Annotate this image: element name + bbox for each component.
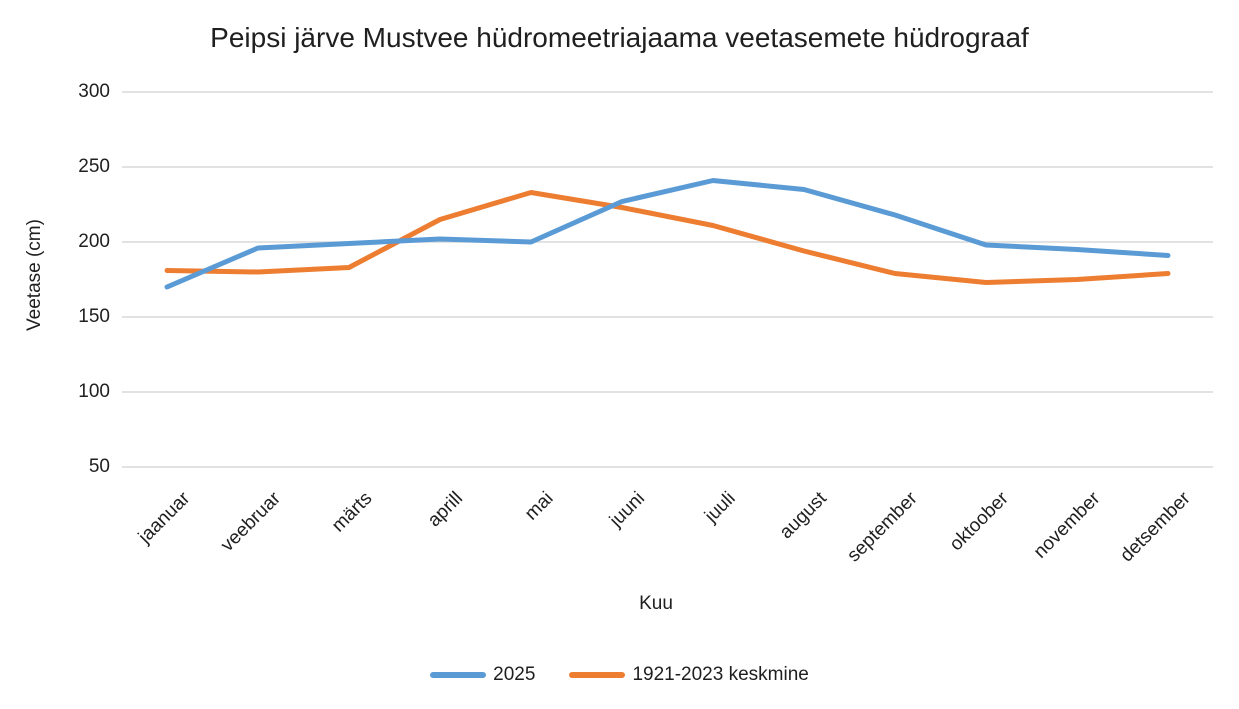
legend-item: 2025 bbox=[430, 664, 535, 686]
y-axis-title: Veetase (cm) bbox=[24, 219, 45, 331]
legend-line-swatch bbox=[430, 672, 487, 678]
legend-label: 1921-2023 keskmine bbox=[632, 664, 809, 685]
chart-title: Peipsi järve Mustvee hüdromeetriajaama v… bbox=[210, 22, 1029, 53]
legend-line-swatch bbox=[569, 672, 626, 678]
chart-legend: 2025 1921-2023 keskmine bbox=[0, 664, 1239, 686]
series-line-2025 bbox=[164, 178, 1171, 290]
series-line-1921-2023-keskmine bbox=[164, 190, 1171, 285]
y-tick-label: 300 bbox=[78, 81, 110, 102]
y-tick-label: 150 bbox=[78, 306, 110, 327]
legend-label: 2025 bbox=[493, 664, 536, 685]
y-tick-label: 250 bbox=[78, 156, 110, 177]
y-tick-label: 50 bbox=[88, 456, 110, 477]
legend-item: 1921-2023 keskmine bbox=[569, 664, 809, 686]
x-axis-title: Kuu bbox=[639, 593, 673, 614]
y-tick-label: 100 bbox=[78, 381, 110, 402]
y-tick-label: 200 bbox=[78, 231, 110, 252]
